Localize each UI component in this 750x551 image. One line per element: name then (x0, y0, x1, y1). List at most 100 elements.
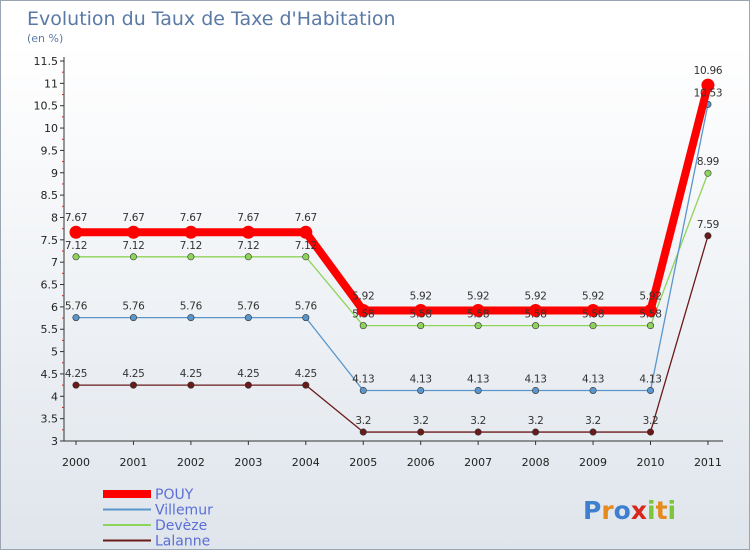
data-label-villemur: 5.76 (237, 301, 260, 313)
data-label-lalanne: 3.2 (643, 415, 659, 427)
x-tick-label: 2004 (292, 456, 320, 469)
y-tick-label: 6.5 (41, 279, 59, 292)
legend-label-villemur: Villemur (155, 503, 213, 519)
y-tick-label: 5 (51, 346, 58, 359)
x-tick-label: 2010 (637, 456, 665, 469)
data-label-villemur: 4.13 (582, 373, 604, 385)
data-label-pouy: 7.67 (180, 212, 202, 224)
x-tick-label: 2008 (522, 456, 550, 469)
proxiti-logo: Proxiti (583, 496, 676, 525)
data-point-villemur (72, 314, 80, 322)
data-label-lalanne: 3.2 (413, 415, 429, 427)
axes: 3 3.5 4 4.5 5 5.5 6 6.5 7 7.5 8 8.5 9 9.5 10 10.5 11 11.5… (34, 55, 723, 469)
data-label-deveze: 5.58 (525, 309, 547, 321)
data-point-lalanne (474, 428, 482, 436)
data-point-lalanne (187, 381, 195, 389)
data-label-pouy: 5.92 (525, 290, 547, 302)
data-label-villemur: 4.13 (410, 373, 432, 385)
y-tick-label: 10.5 (34, 100, 59, 113)
data-point-deveze (72, 253, 80, 261)
y-tick-label: 7.5 (41, 234, 59, 247)
data-label-lalanne: 3.2 (355, 415, 371, 427)
data-label-deveze: 5.58 (639, 309, 661, 321)
data-point-villemur (532, 386, 540, 394)
data-point-lalanne (704, 232, 712, 240)
data-point-lalanne (244, 381, 252, 389)
x-tick-label: 2001 (119, 456, 147, 469)
data-point-pouy (644, 303, 657, 317)
y-tick-label: 9.5 (41, 144, 59, 157)
data-point-deveze (302, 253, 310, 261)
data-point-deveze (532, 322, 540, 330)
logo-letter: P (583, 496, 601, 525)
y-tick-label: 5.5 (41, 323, 59, 336)
data-label-deveze: 7.12 (122, 240, 144, 252)
data-point-villemur (244, 314, 252, 322)
data-point-pouy (241, 225, 255, 239)
data-label-deveze: 5.58 (410, 309, 432, 321)
legend-label-pouy: POUY (155, 487, 194, 503)
data-point-pouy (701, 78, 715, 92)
y-tick-label: 11.5 (34, 55, 59, 68)
data-label-pouy: 5.92 (582, 290, 604, 302)
data-label-lalanne: 4.25 (65, 368, 87, 380)
logo-letter: i (668, 496, 677, 525)
y-tick-label: 8 (51, 211, 58, 224)
logo-letter: x (631, 496, 647, 525)
data-point-villemur (359, 386, 367, 394)
data-label-villemur: 5.76 (65, 301, 88, 313)
data-point-villemur (417, 386, 425, 394)
data-label-deveze: 7.12 (65, 240, 87, 252)
data-point-deveze (187, 253, 195, 261)
data-point-villemur (646, 386, 654, 394)
data-point-deveze (244, 253, 252, 261)
data-label-lalanne: 3.2 (528, 415, 544, 427)
x-tick-label: 2007 (464, 456, 492, 469)
data-point-deveze (704, 169, 712, 177)
data-point-pouy (529, 303, 543, 317)
data-label-deveze: 5.58 (352, 309, 374, 321)
data-label-deveze: 7.12 (180, 240, 202, 252)
data-point-pouy (299, 225, 313, 239)
series-layer (69, 78, 715, 436)
y-tick-label: 3 (51, 435, 58, 448)
data-point-villemur (129, 314, 137, 322)
data-point-lalanne (302, 381, 310, 389)
data-point-pouy (69, 225, 83, 239)
chart-title: Evolution du Taux de Taxe d'Habitation (27, 8, 396, 30)
data-label-pouy: 7.67 (65, 212, 87, 224)
y-tick-label: 6 (51, 301, 58, 314)
x-tick-label: 2005 (349, 456, 377, 469)
data-point-villemur (589, 386, 597, 394)
data-label-pouy: 5.92 (639, 290, 661, 302)
data-label-pouy: 5.92 (467, 290, 489, 302)
x-tick-label: 2003 (234, 456, 262, 469)
data-point-deveze (474, 322, 482, 330)
logo-letter: r (601, 496, 614, 525)
data-point-lalanne (129, 381, 137, 389)
data-label-pouy: 7.67 (122, 212, 144, 224)
data-point-deveze (129, 253, 137, 261)
legend-label-deveze: Devèze (155, 518, 207, 534)
data-point-deveze (417, 322, 425, 330)
data-point-pouy (126, 225, 140, 239)
data-point-pouy (356, 303, 370, 317)
data-label-lalanne: 4.25 (295, 368, 317, 380)
data-point-lalanne (359, 428, 367, 436)
y-tick-label: 11 (44, 77, 58, 90)
data-point-lalanne (72, 381, 80, 389)
data-label-villemur: 4.13 (352, 373, 374, 385)
data-point-lalanne (417, 428, 425, 436)
data-label-lalanne: 3.2 (585, 415, 601, 427)
proxiti-logo-text: Proxiti (583, 496, 676, 525)
chart-subtitle: (en %) (27, 32, 63, 45)
data-label-deveze: 8.99 (697, 156, 719, 168)
y-tick-label: 4 (51, 390, 58, 403)
data-label-pouy: 5.92 (410, 290, 432, 302)
data-point-deveze (646, 322, 654, 330)
data-point-pouy (414, 303, 428, 317)
data-label-layer: 4.25 4.25 4.25 4.25 4.25 3.2 3.2 3.2 3.2 3.2 3.2 7.… (65, 65, 723, 427)
data-label-villemur: 5.76 (295, 301, 318, 313)
